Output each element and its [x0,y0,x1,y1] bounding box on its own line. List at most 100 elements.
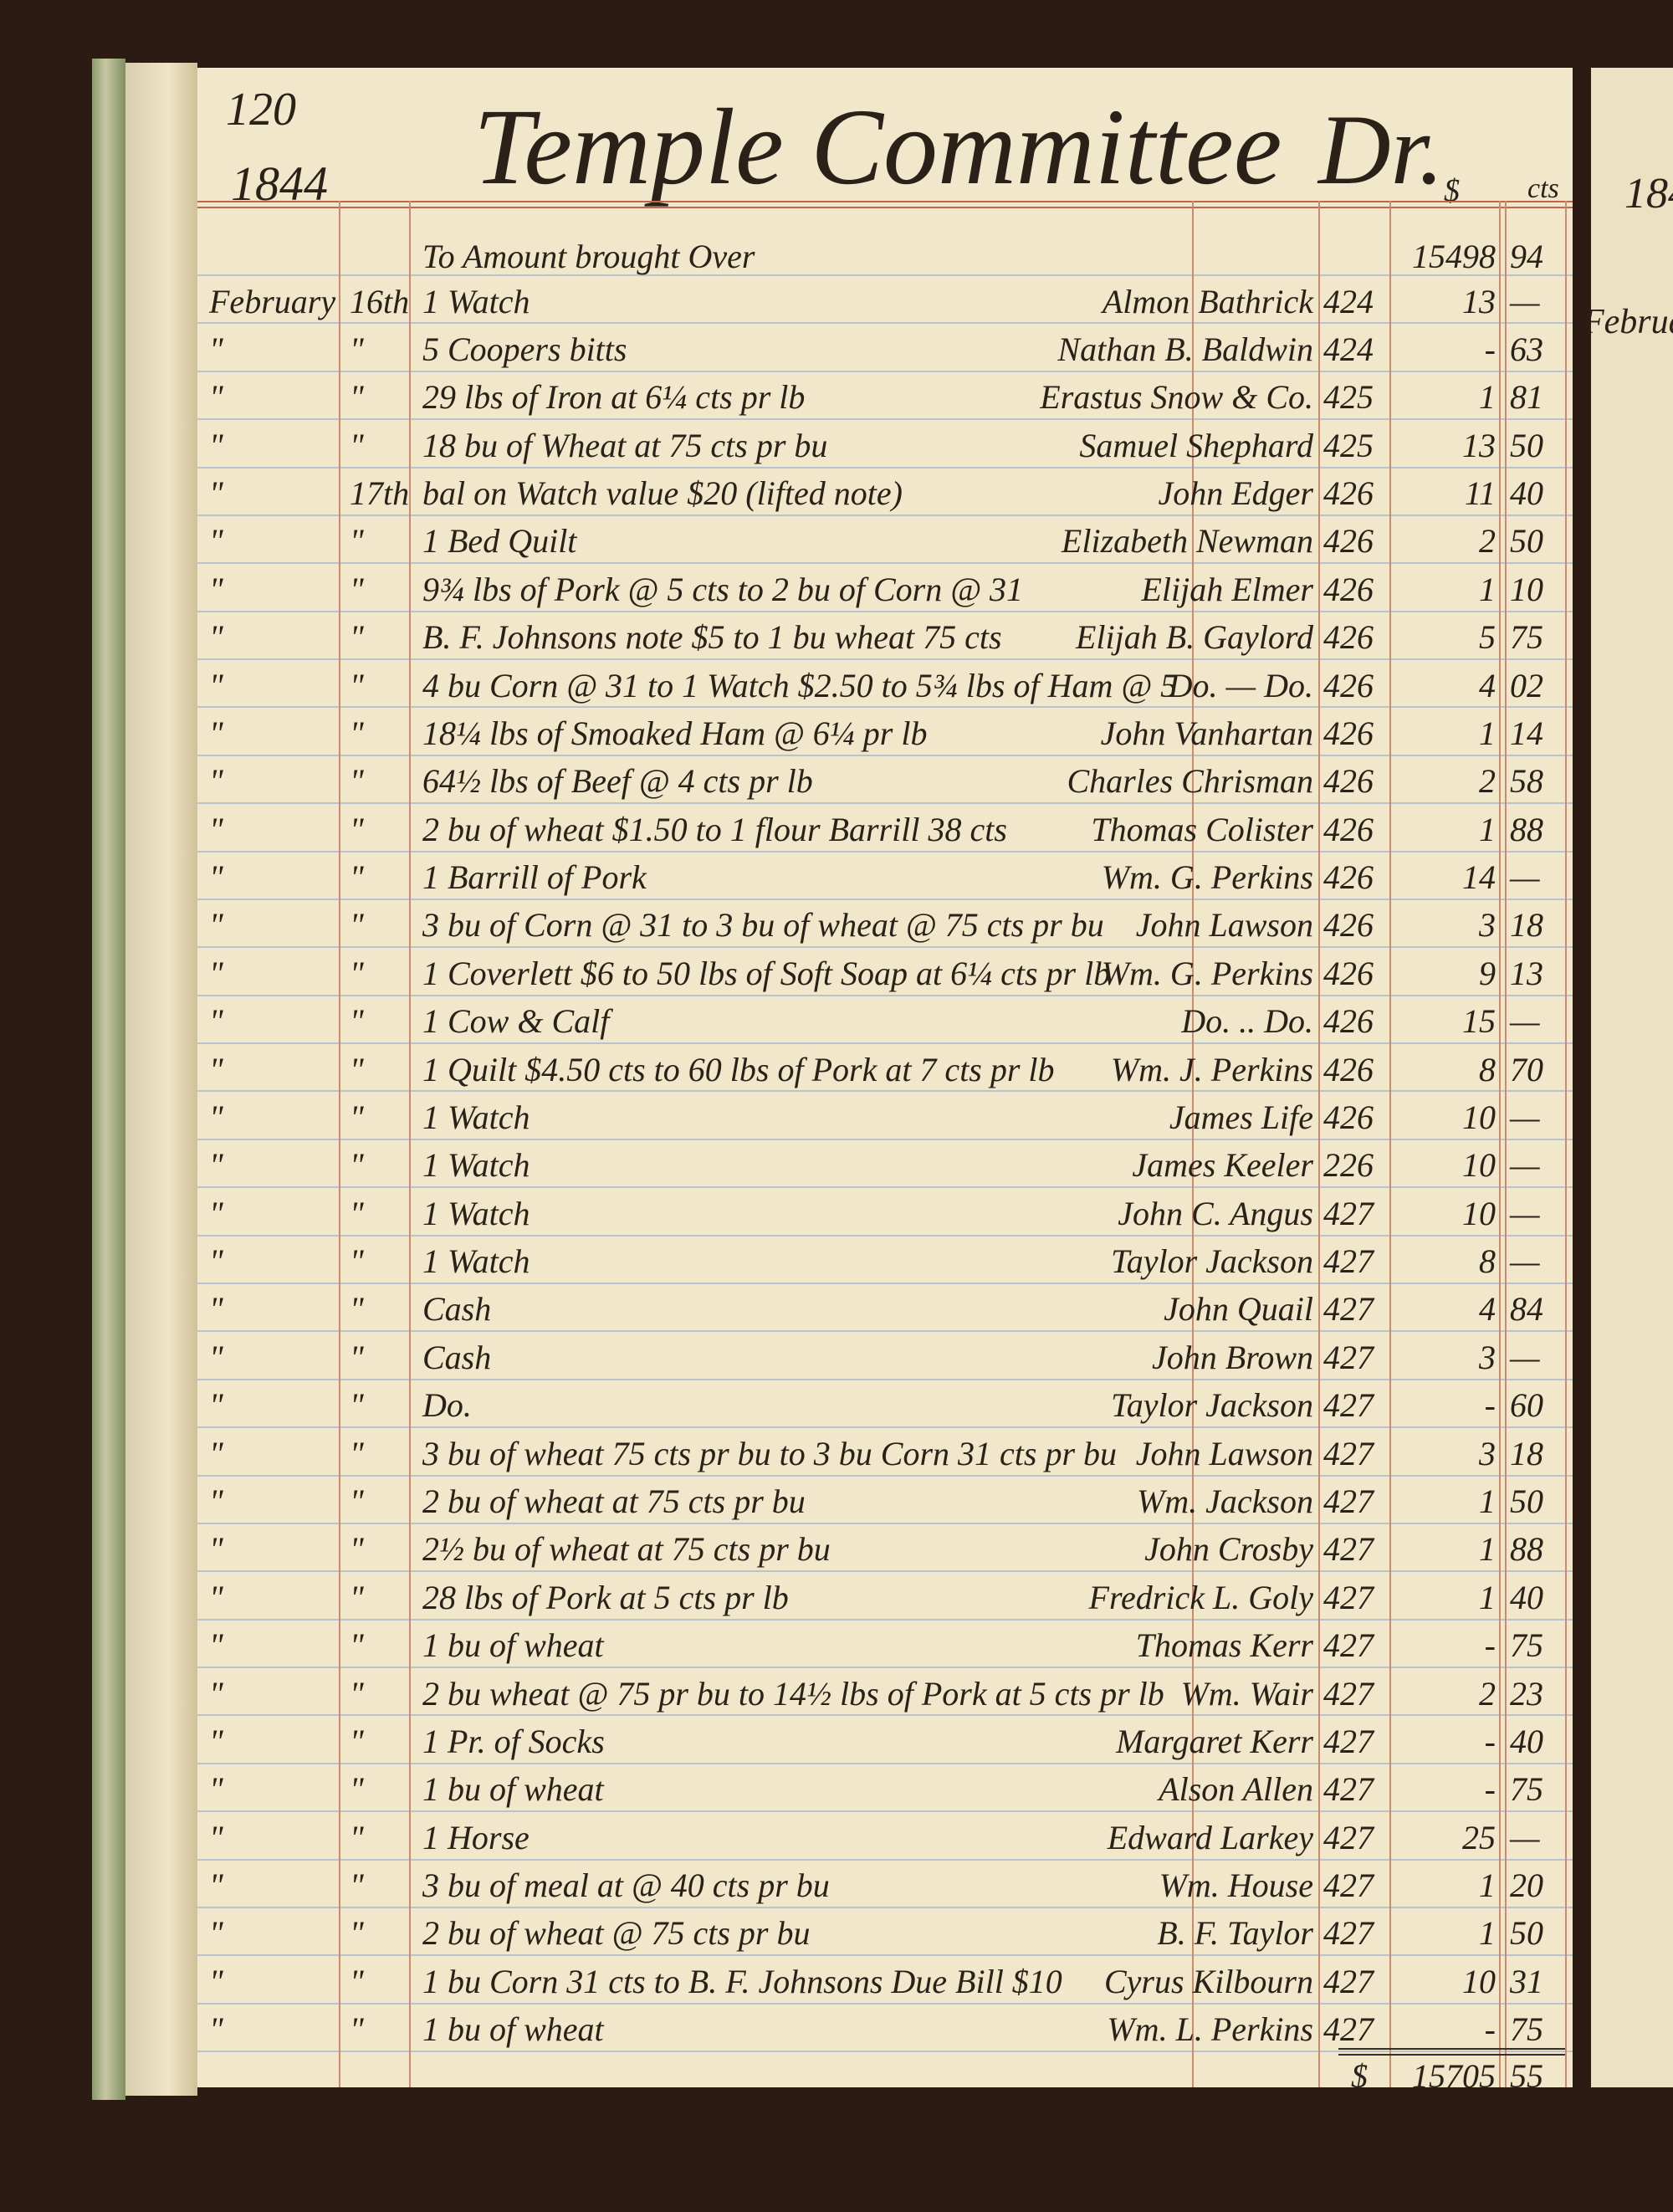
entry-cents: — [1510,1338,1540,1376]
entry-cents: 23 [1510,1674,1543,1713]
account-title: Temple Committee [473,87,1282,207]
total-cents: 55 [1510,2057,1543,2088]
entry-month: " [209,1866,223,1905]
rule-line [197,466,1573,469]
entry-cents: — [1510,1002,1540,1041]
entry-name: Wm. J. Perkins [1110,1050,1313,1088]
entry-cents: 60 [1510,1386,1543,1425]
entry-month: " [209,714,223,752]
year: 1844 [231,156,328,211]
entry-name: Wm. Wair [1180,1674,1313,1713]
entry-cents: 75 [1510,2010,1543,2049]
dollar-label: $ [1444,173,1460,208]
entry-day: " [350,378,364,417]
entry-month: February [209,282,336,320]
entry-day: " [350,1818,364,1856]
entry-description: 2 bu of wheat at 75 cts pr bu [422,1482,806,1520]
entry-day: " [350,954,364,992]
entry-month: " [209,1722,223,1760]
entry-cents: 81 [1510,378,1543,417]
entry-name: Wm. Jackson [1136,1482,1313,1520]
entry-description: 1 Quilt $4.50 cts to 60 lbs of Pork at 7… [422,1050,1055,1088]
rule-line [197,1330,1573,1333]
entry-name: Alson Allen [1159,1770,1313,1809]
entry-description: 18¼ lbs of Smoaked Ham @ 6¼ pr lb [422,714,928,752]
entry-month: " [209,1770,223,1809]
entry-dollars: 2 [1479,1674,1496,1713]
entry-day: " [350,1386,364,1425]
entry-name: Wm. G. Perkins [1101,858,1313,897]
facing-year: 1844 [1624,170,1673,218]
entry-folio: 426 [1323,666,1374,704]
rule-line [197,1762,1573,1764]
entry-cents: 14 [1510,714,1543,752]
entry-name: James Life [1169,1098,1313,1136]
entry-dollars: 1 [1479,1530,1496,1569]
entry-cents: 18 [1510,1434,1543,1472]
entry-description: 18 bu of Wheat at 75 cts pr bu [422,426,828,464]
entry-month: " [209,570,223,608]
entry-name: Edward Larkey [1107,1818,1313,1856]
entry-dollars: 4 [1479,1290,1496,1329]
entry-day: " [350,1146,364,1185]
entry-month: " [209,1194,223,1232]
entry-day: 17th [350,474,410,513]
entry-day: " [350,1722,364,1760]
entry-day: " [350,1482,364,1520]
column-rule [409,201,411,2087]
entry-cents: — [1510,282,1540,320]
entry-day: " [350,858,364,897]
entry-cents: 10 [1510,570,1543,608]
entry-dollars: 1 [1479,1578,1496,1616]
entry-dollars: 3 [1479,906,1496,945]
rule-line [197,1426,1573,1429]
entry-day: " [350,1098,364,1136]
entry-cents: 70 [1510,1050,1543,1088]
total-dollars: 15705 [1412,2057,1496,2088]
entry-folio: 427 [1323,1818,1374,1856]
entry-folio: 427 [1323,1722,1374,1760]
entry-month: " [209,426,223,464]
entry-dollars: 15 [1462,1002,1496,1041]
rule-line [197,802,1573,805]
entry-folio: 427 [1323,1962,1374,2000]
entry-dollars: 3 [1479,1434,1496,1472]
entry-name: James Keeler [1132,1146,1313,1185]
entry-folio: 426 [1323,1050,1374,1088]
header-rule [197,201,1573,202]
entry-cents: — [1510,1194,1540,1232]
entry-description: 1 Cow & Calf [422,1002,610,1041]
entry-folio: 426 [1323,714,1374,752]
rule-line [197,1234,1573,1237]
entry-dollars: 1 [1479,570,1496,608]
entry-month: " [209,1818,223,1856]
entry-cents: — [1510,1818,1540,1856]
entry-folio: 425 [1323,378,1374,417]
column-rule [1389,201,1391,2087]
rule-line [197,418,1573,421]
facing-month: February [1591,303,1673,341]
entry-cents: 50 [1510,426,1543,464]
entry-description: 2 bu of wheat $1.50 to 1 flour Barrill 3… [422,810,1007,848]
entry-description: 64½ lbs of Beef @ 4 cts pr lb [422,762,813,801]
entry-day: " [350,522,364,561]
entry-dollars: - [1484,2010,1496,2049]
column-rule [1318,201,1320,2087]
entry-folio: 425 [1323,426,1374,464]
brought-over-dollars: 15498 [1412,238,1496,275]
entry-name: Do. .. Do. [1181,1002,1313,1041]
entry-name: John Quail [1164,1290,1313,1329]
entry-cents: 58 [1510,762,1543,801]
entry-folio: 427 [1323,2010,1374,2049]
rule-line [197,322,1573,325]
entry-cents: 40 [1510,1722,1543,1760]
entry-folio: 426 [1323,570,1374,608]
rule-line [197,706,1573,709]
rule-line [197,1282,1573,1284]
entry-dollars: 1 [1479,1482,1496,1520]
entry-description: Do. [422,1386,472,1425]
entry-description: 1 bu of wheat [422,2010,604,2049]
entry-name: Samuel Shephard [1079,426,1313,464]
rule-line [197,1858,1573,1861]
entry-month: " [209,1002,223,1041]
